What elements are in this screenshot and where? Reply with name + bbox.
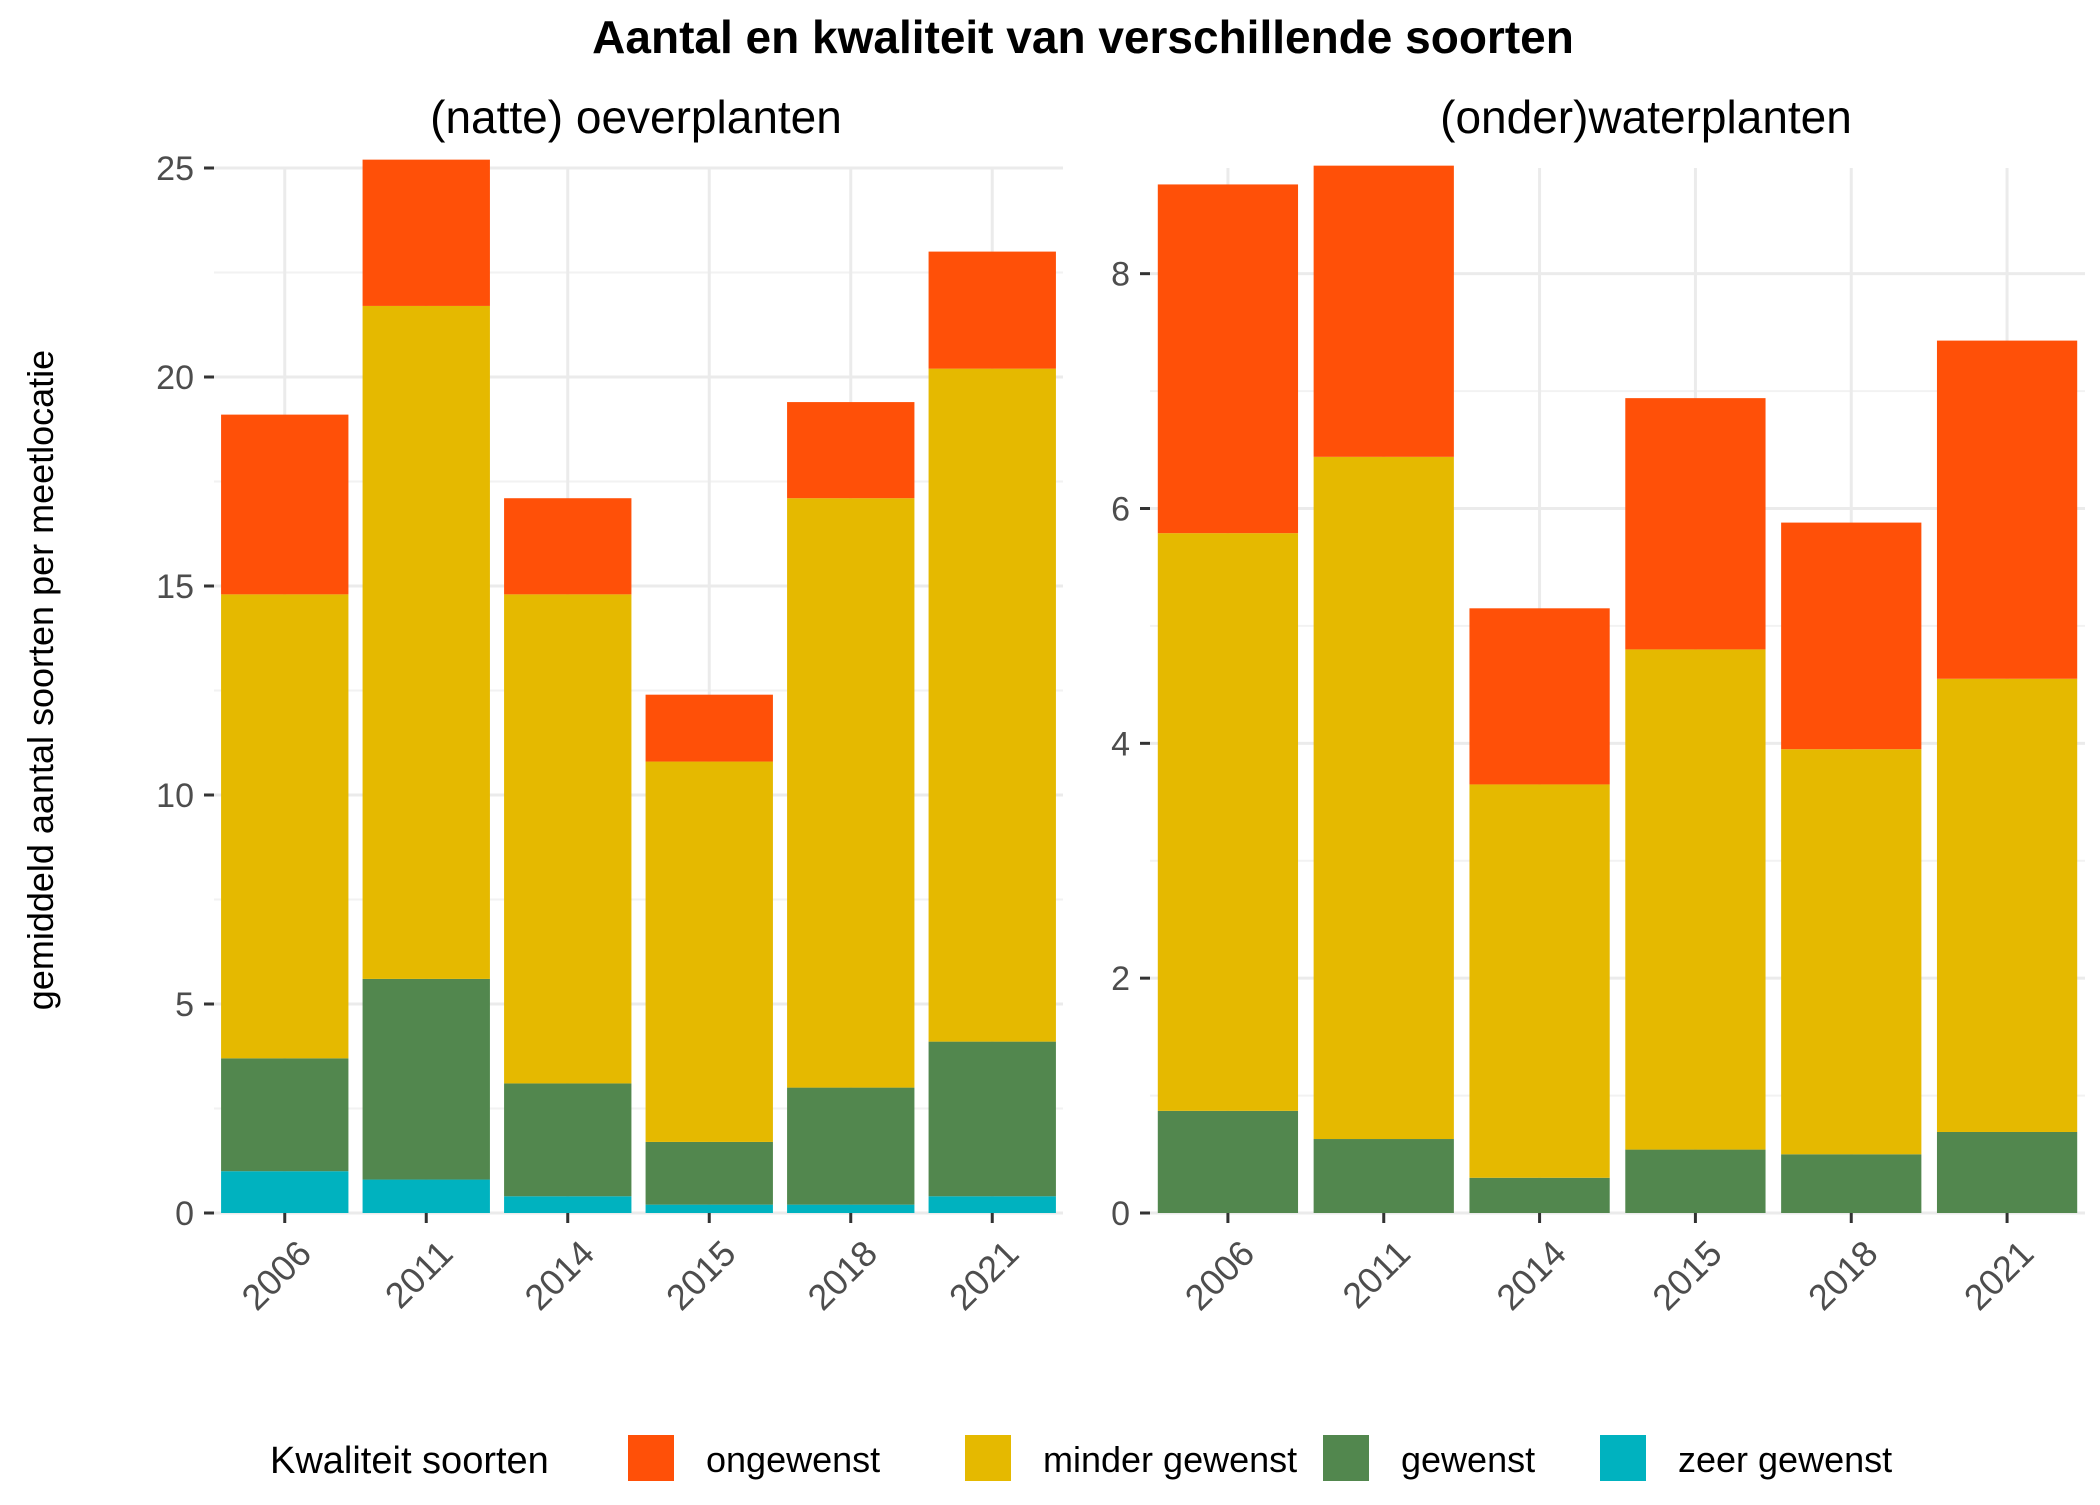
x-tick-label: 2018 <box>799 1232 885 1318</box>
bar-segment-gewenst-2006 <box>221 1058 349 1172</box>
x-tick-label: 2021 <box>941 1232 1027 1318</box>
legend-item: minder gewenst <box>965 1435 1297 1481</box>
x-tick-label: 2006 <box>1177 1232 1263 1318</box>
bar-segment-minder-gewenst-2006 <box>1157 533 1299 1111</box>
bar-segment-minder-gewenst-2015 <box>645 761 773 1142</box>
bar-segment-minder-gewenst-2021 <box>1936 678 2078 1132</box>
bar-segment-gewenst-2015 <box>645 1141 773 1205</box>
x-tick-label: 2018 <box>1800 1232 1886 1318</box>
x-tick-label: 2015 <box>658 1232 744 1318</box>
bar-segment-ongewenst-2014 <box>504 498 632 595</box>
legend-label: ongewenst <box>706 1439 880 1480</box>
x-tick-label: 2015 <box>1644 1232 1730 1318</box>
legend-swatch <box>628 1435 674 1481</box>
legend-item: ongewenst <box>628 1435 880 1481</box>
bar-segment-ongewenst-2018 <box>1781 522 1922 750</box>
bar-segment-gewenst-2018 <box>787 1087 915 1205</box>
bar-segment-ongewenst-2021 <box>928 251 1056 369</box>
bar-segment-gewenst-2021 <box>928 1041 1056 1197</box>
x-tick-label: 2011 <box>1334 1232 1418 1316</box>
bar-segment-minder-gewenst-2021 <box>928 368 1056 1042</box>
bar-segment-minder-gewenst-2018 <box>787 498 915 1088</box>
y-tick-label: 4 <box>1111 725 1130 763</box>
x-tick-label: 2021 <box>1956 1232 2042 1318</box>
bar-segment-zeer-gewenst-2014 <box>504 1196 632 1213</box>
y-tick-label: 5 <box>175 986 194 1024</box>
bar-segment-minder-gewenst-2011 <box>362 305 490 979</box>
bar-segment-ongewenst-2018 <box>787 402 915 499</box>
bar-segment-ongewenst-2006 <box>1157 184 1299 534</box>
x-tick-label: 2006 <box>233 1232 319 1318</box>
legend-label: zeer gewenst <box>1678 1439 1892 1480</box>
bar-segment-gewenst-2014 <box>1469 1177 1610 1213</box>
legend-swatch <box>1600 1435 1646 1481</box>
bar-segment-gewenst-2018 <box>1781 1154 1922 1213</box>
bar-segment-minder-gewenst-2018 <box>1781 749 1922 1155</box>
x-tick-label: 2011 <box>377 1232 461 1316</box>
bar-segment-minder-gewenst-2014 <box>504 594 632 1084</box>
y-tick-label: 20 <box>156 359 194 397</box>
y-tick-label: 15 <box>156 568 194 606</box>
legend-item: gewenst <box>1323 1435 1535 1481</box>
panel-title: (onder)waterplanten <box>1440 91 1852 143</box>
y-axis-label: gemiddeld aantal soorten per meetlocatie <box>20 350 61 1010</box>
legend-item: zeer gewenst <box>1600 1435 1892 1481</box>
bar-segment-minder-gewenst-2011 <box>1313 456 1454 1140</box>
chart-title: Aantal en kwaliteit van verschillende so… <box>592 11 1574 63</box>
bar-segment-ongewenst-2015 <box>645 694 773 762</box>
y-tick-label: 8 <box>1111 256 1130 294</box>
bar-segment-minder-gewenst-2006 <box>221 594 349 1059</box>
bar-segment-minder-gewenst-2014 <box>1469 784 1610 1178</box>
bar-segment-ongewenst-2011 <box>362 159 490 306</box>
bar-segment-zeer-gewenst-2015 <box>645 1204 773 1213</box>
legend-swatch <box>1323 1435 1369 1481</box>
x-tick-label: 2014 <box>516 1232 602 1318</box>
bar-segment-gewenst-2006 <box>1157 1110 1299 1213</box>
y-tick-label: 25 <box>156 150 194 188</box>
y-tick-label: 2 <box>1111 960 1130 998</box>
bar-segment-gewenst-2021 <box>1936 1131 2078 1213</box>
legend-title: Kwaliteit soorten <box>270 1440 549 1482</box>
y-tick-label: 10 <box>156 777 194 815</box>
panel-title: (natte) oeverplanten <box>430 91 842 143</box>
bar-segment-ongewenst-2015 <box>1625 398 1766 650</box>
bar-segment-ongewenst-2021 <box>1936 340 2078 679</box>
bar-segment-gewenst-2014 <box>504 1083 632 1197</box>
y-tick-label: 0 <box>1111 1195 1130 1233</box>
y-tick-label: 0 <box>175 1195 194 1233</box>
legend-swatch <box>965 1435 1011 1481</box>
bar-segment-gewenst-2011 <box>362 978 490 1180</box>
bar-segment-zeer-gewenst-2011 <box>362 1179 490 1213</box>
bar-segment-ongewenst-2006 <box>221 414 349 595</box>
y-tick-label: 6 <box>1111 491 1130 529</box>
bar-segment-minder-gewenst-2015 <box>1625 649 1766 1150</box>
bar-segment-gewenst-2011 <box>1313 1139 1454 1213</box>
panel-2: (onder)waterplanten 0 2 4 6 8 2006 2011 2014 2015… <box>1111 91 2085 1318</box>
x-tick-label: 2014 <box>1488 1232 1574 1318</box>
bar-segment-ongewenst-2014 <box>1469 608 1610 785</box>
bar-segment-ongewenst-2011 <box>1313 165 1454 457</box>
legend-label: minder gewenst <box>1043 1439 1297 1480</box>
bar-segment-zeer-gewenst-2018 <box>787 1204 915 1213</box>
legend-label: gewenst <box>1401 1439 1535 1480</box>
bar-segment-gewenst-2015 <box>1625 1149 1766 1213</box>
panel-1: (natte) oeverplanten 0 5 10 15 20 25 2006 2011 20… <box>156 91 1063 1318</box>
legend: Kwaliteit soorten ongewenst minder gewens… <box>270 1435 1892 1482</box>
bar-segment-zeer-gewenst-2021 <box>928 1196 1056 1213</box>
bar-segment-zeer-gewenst-2006 <box>221 1171 349 1213</box>
